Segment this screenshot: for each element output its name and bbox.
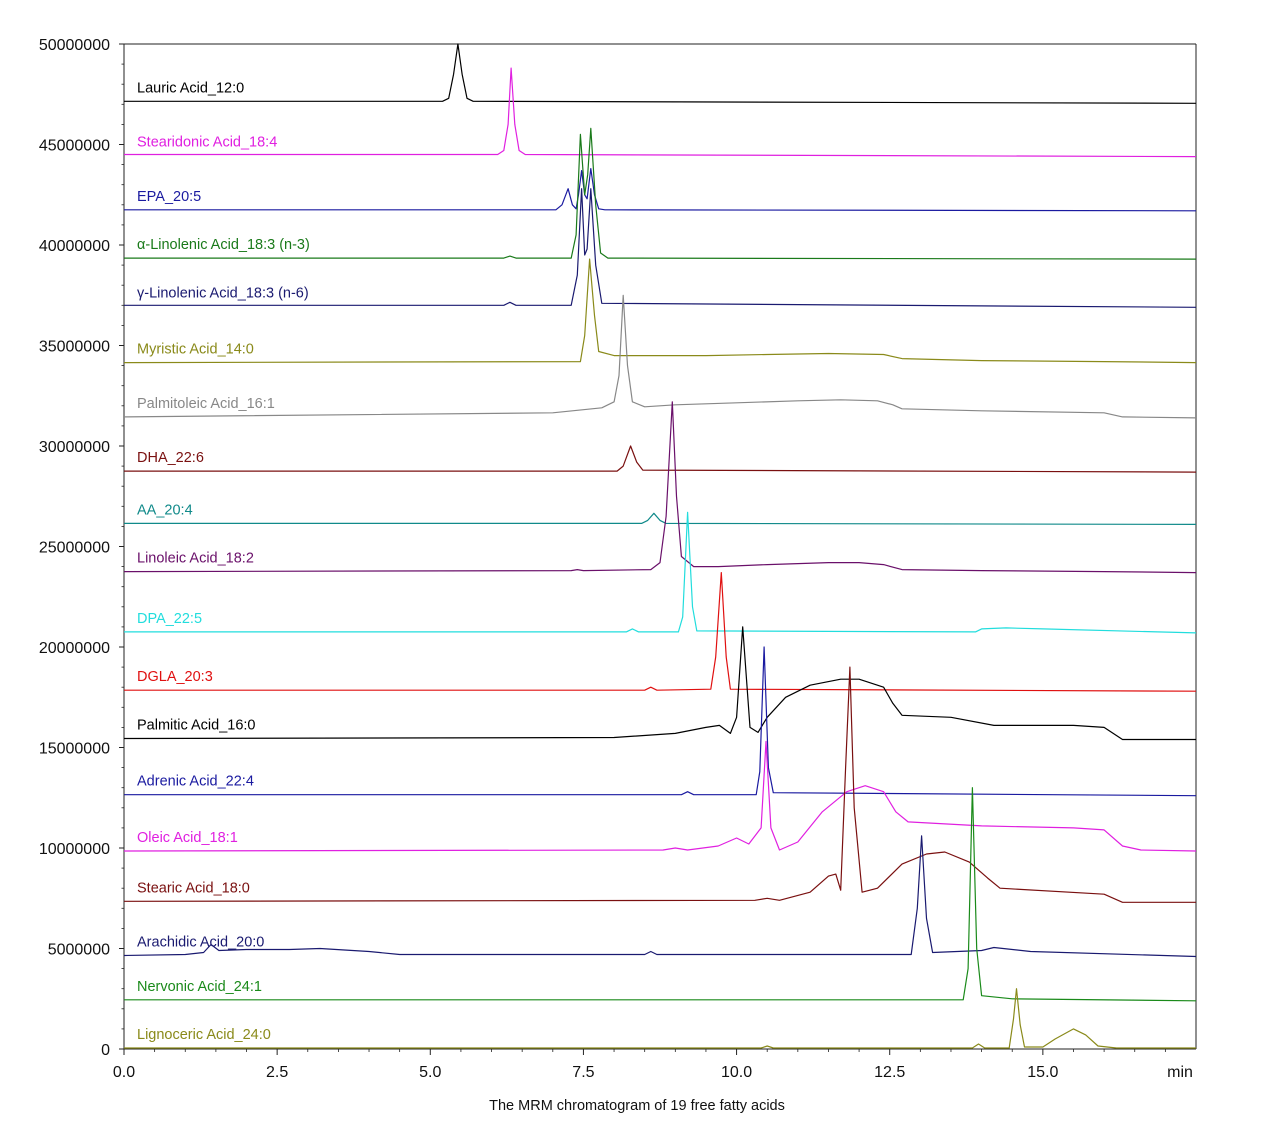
series-label: Nervonic Acid_24:1 [137, 979, 262, 995]
series-line [124, 127, 1197, 260]
y-tick-label: 25000000 [39, 540, 110, 557]
series-label: γ-Linolenic Acid_18:3 (n-6) [137, 285, 309, 301]
y-tick-label: 35000000 [39, 339, 110, 356]
series-label: Myristic Acid_14:0 [137, 342, 254, 358]
series-line [124, 188, 1197, 308]
series-line [123, 666, 1196, 903]
series-label: α-Linolenic Acid_18:3 (n-3) [137, 237, 310, 253]
y-tick-label: 20000000 [39, 640, 110, 657]
x-tick-label: 5.0 [419, 1064, 441, 1081]
x-tick-label: 0.0 [113, 1064, 135, 1081]
series-line [124, 572, 1197, 692]
x-tick-label: 7.5 [572, 1064, 594, 1081]
series-labels: Lauric Acid_12:0 Stearidonic Acid_18:4 EPA… [137, 80, 310, 1043]
series-line [124, 787, 1197, 1002]
series-label: Arachidic Acid_20:0 [137, 935, 264, 951]
series-label: DHA_22:6 [137, 450, 204, 466]
series-line [124, 43, 1197, 104]
series-line [124, 168, 1197, 212]
series-line [124, 445, 1197, 473]
series-label: Stearidonic Acid_18:4 [137, 135, 277, 151]
x-tick-label: 10.0 [721, 1064, 752, 1081]
series-line [123, 401, 1197, 574]
x-axis-unit-label: min [1167, 1064, 1193, 1081]
series-label: Adrenic Acid_22:4 [137, 774, 254, 790]
series-line [123, 835, 1197, 958]
series-label: Oleic Acid_18:1 [137, 830, 238, 846]
y-tick-label: 15000000 [39, 741, 110, 758]
series-label: DGLA_20:3 [137, 669, 213, 685]
series-label: AA_20:4 [137, 502, 193, 518]
series-line [123, 740, 1197, 852]
series-lines [123, 43, 1197, 1049]
series-label: Lignoceric Acid_24:0 [137, 1027, 271, 1043]
series-label: DPA_22:5 [137, 611, 202, 627]
series-line [124, 988, 1196, 1049]
y-tick-label: 0 [101, 1042, 110, 1059]
y-tick-label: 45000000 [39, 138, 110, 155]
y-tick-label: 30000000 [39, 439, 110, 456]
series-label: Lauric Acid_12:0 [137, 80, 244, 96]
x-tick-label: 15.0 [1027, 1064, 1058, 1081]
series-line [123, 626, 1196, 741]
series-line [124, 67, 1197, 158]
series-label: Palmitic Acid_16:0 [137, 718, 255, 734]
series-line [124, 512, 1197, 525]
y-tick-label: 50000000 [39, 37, 110, 54]
series-line [123, 258, 1197, 364]
series-label: Palmitoleic Acid_16:1 [137, 396, 275, 412]
series-line [124, 511, 1197, 634]
x-tick-label: 2.5 [266, 1064, 288, 1081]
chart-caption: The MRM chromatogram of 19 free fatty ac… [489, 1098, 785, 1114]
y-tick-label: 40000000 [39, 238, 110, 255]
axes: 0 5000000 10000000 15000000 20000000 25000000… [39, 37, 1197, 1081]
y-tick-label: 5000000 [48, 942, 110, 959]
series-label: EPA_20:5 [137, 189, 201, 205]
series-line [124, 646, 1197, 797]
series-label: Stearic Acid_18:0 [137, 880, 250, 896]
series-label: Linoleic Acid_18:2 [137, 551, 254, 567]
y-tick-label: 10000000 [39, 841, 110, 858]
x-tick-label: 12.5 [874, 1064, 905, 1081]
series-line [123, 294, 1197, 419]
